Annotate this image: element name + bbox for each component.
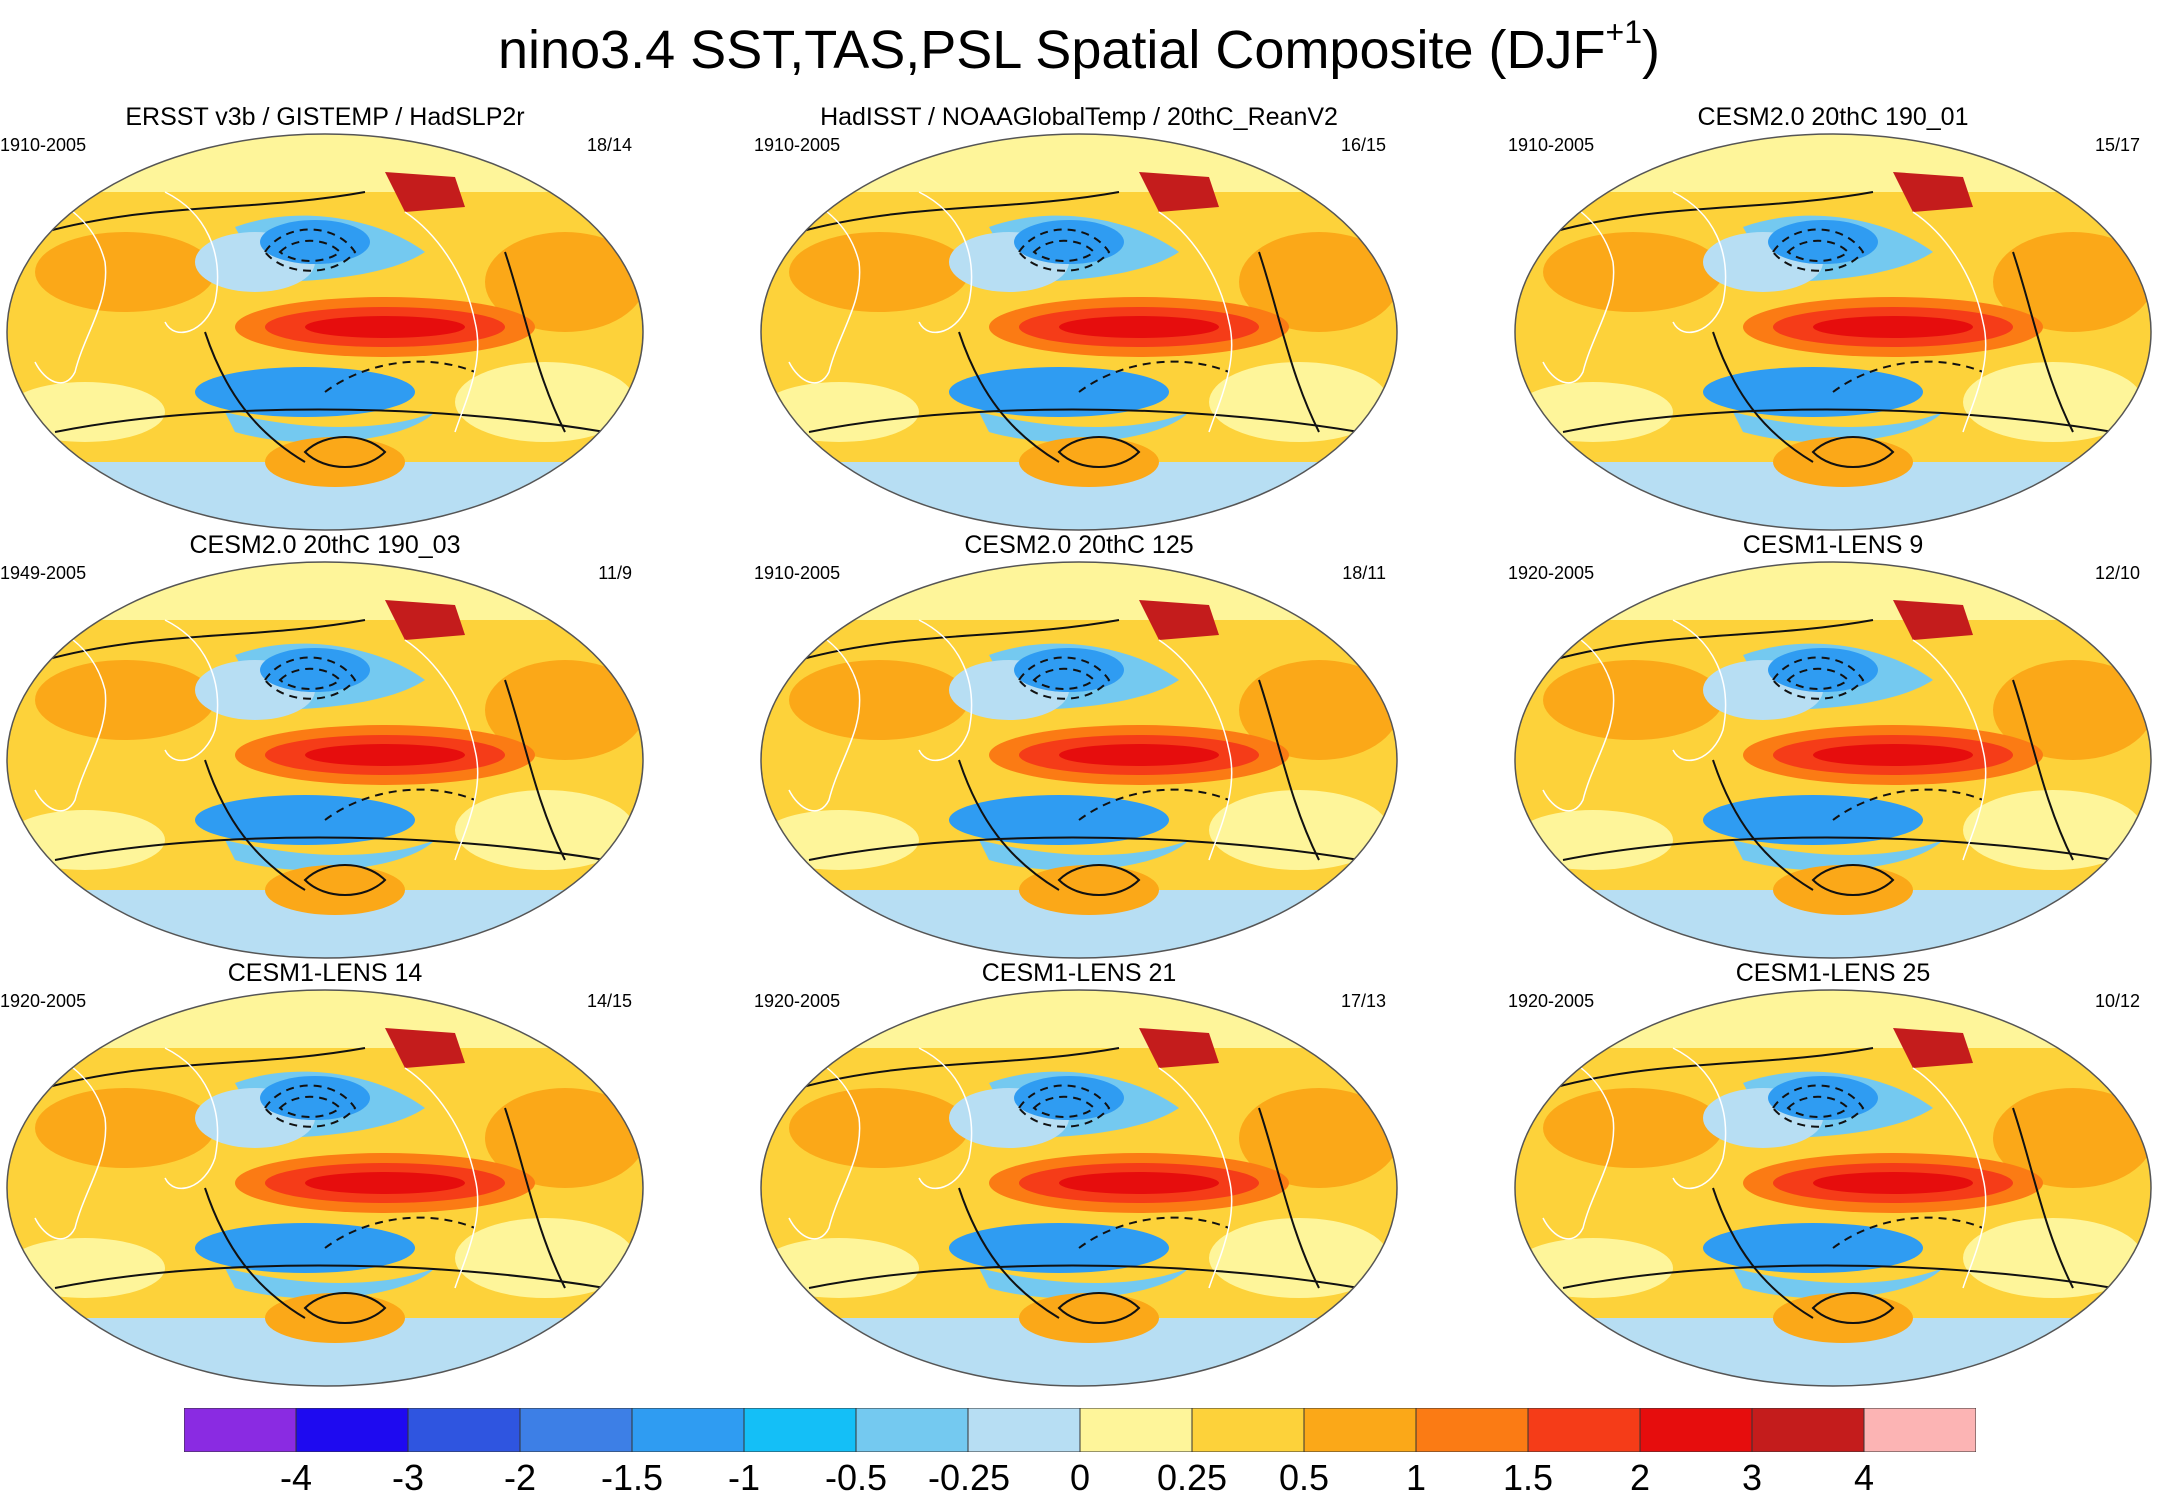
colorbar-label: 3 bbox=[1741, 1457, 1763, 1498]
panel-8: CESM1-LENS 21 1920-2005 17/13 bbox=[754, 958, 1404, 1388]
colorbar-swatch bbox=[1079, 1408, 1193, 1452]
panel-ratio: 14/15 bbox=[586, 991, 632, 1011]
colorbar-label: -0.25 bbox=[928, 1457, 1011, 1498]
panel-5: CESM2.0 20thC 125 1910-2005 18/11 bbox=[754, 530, 1404, 960]
colorbar-swatch bbox=[1751, 1408, 1865, 1452]
panel-title: CESM1-LENS 21 bbox=[981, 959, 1177, 987]
panel-ratio: 18/11 bbox=[1342, 563, 1386, 583]
composite-map bbox=[0, 988, 650, 1388]
composite-map bbox=[1508, 560, 2158, 960]
colorbar-swatch bbox=[743, 1408, 857, 1452]
panel-ratio: 11/9 bbox=[598, 563, 632, 583]
figure-title-close: ) bbox=[1641, 20, 1660, 80]
panel-title: CESM2.0 20thC 190_01 bbox=[1697, 103, 1969, 131]
panel-title: CESM2.0 20thC 125 bbox=[964, 531, 1194, 559]
colorbar-label: 0.5 bbox=[1278, 1457, 1330, 1498]
panel-period: 1920-2005 bbox=[754, 991, 841, 1011]
colorbar-swatch bbox=[407, 1408, 521, 1452]
panel-ratio: 10/12 bbox=[2094, 991, 2140, 1011]
panel-period: 1920-2005 bbox=[0, 991, 87, 1011]
panel-9: CESM1-LENS 25 1920-2005 10/12 bbox=[1508, 958, 2158, 1388]
panel-ratio: 15/17 bbox=[2094, 135, 2140, 155]
panel-title: ERSST v3b / GISTEMP / HadSLP2r bbox=[125, 103, 525, 131]
panel-period: 1910-2005 bbox=[754, 563, 841, 583]
colorbar-swatch bbox=[1527, 1408, 1641, 1452]
colorbar-swatch bbox=[1415, 1408, 1529, 1452]
panel-title: CESM1-LENS 14 bbox=[227, 959, 423, 987]
panel-2: HadISST / NOAAGlobalTemp / 20thC_ReanV2 … bbox=[754, 102, 1404, 532]
colorbar-swatch bbox=[1191, 1408, 1305, 1452]
colorbar-swatch bbox=[184, 1408, 297, 1452]
panel-period: 1949-2005 bbox=[0, 563, 87, 583]
colorbar-label: 0 bbox=[1069, 1457, 1091, 1498]
colorbar-swatch bbox=[295, 1408, 409, 1452]
colorbar-label: -4 bbox=[279, 1457, 312, 1498]
colorbar-label: 0.25 bbox=[1156, 1457, 1228, 1498]
colorbar-label: -0.5 bbox=[824, 1457, 888, 1498]
panel-4: CESM2.0 20thC 190_03 1949-2005 11/9 bbox=[0, 530, 650, 960]
panel-ratio: 12/10 bbox=[2094, 563, 2140, 583]
panel-3: CESM2.0 20thC 190_01 1910-2005 15/17 bbox=[1508, 102, 2158, 532]
colorbar bbox=[184, 1408, 1976, 1452]
colorbar-label: -2 bbox=[503, 1457, 536, 1498]
panel-6: CESM1-LENS 9 1920-2005 12/10 bbox=[1508, 530, 2158, 960]
panel-period: 1910-2005 bbox=[0, 135, 87, 155]
colorbar-label: 1 bbox=[1405, 1457, 1427, 1498]
composite-map bbox=[1508, 988, 2158, 1388]
colorbar-swatch bbox=[631, 1408, 745, 1452]
colorbar-swatch bbox=[1863, 1408, 1976, 1452]
panel-title: CESM1-LENS 9 bbox=[1742, 531, 1924, 559]
panel-title: CESM1-LENS 25 bbox=[1735, 959, 1931, 987]
colorbar-swatch bbox=[855, 1408, 969, 1452]
colorbar-label: -3 bbox=[391, 1457, 424, 1498]
composite-map bbox=[754, 988, 1404, 1388]
figure-title-text: nino3.4 SST,TAS,PSL Spatial Composite (D… bbox=[498, 20, 1606, 80]
colorbar-swatch bbox=[967, 1408, 1081, 1452]
panel-ratio: 16/15 bbox=[1340, 135, 1386, 155]
panel-period: 1910-2005 bbox=[754, 135, 841, 155]
colorbar-label: 2 bbox=[1629, 1457, 1651, 1498]
colorbar-label: -1.5 bbox=[600, 1457, 664, 1498]
composite-map bbox=[0, 132, 650, 532]
composite-map bbox=[0, 560, 650, 960]
figure-title-superscript: +1 bbox=[1605, 14, 1642, 50]
panel-period: 1920-2005 bbox=[1508, 991, 1595, 1011]
colorbar-label: -1 bbox=[727, 1457, 760, 1498]
composite-map bbox=[754, 560, 1404, 960]
panel-title: CESM2.0 20thC 190_03 bbox=[189, 531, 461, 559]
panel-1: ERSST v3b / GISTEMP / HadSLP2r 1910-2005… bbox=[0, 102, 650, 532]
panel-7: CESM1-LENS 14 1920-2005 14/15 bbox=[0, 958, 650, 1388]
panel-title: HadISST / NOAAGlobalTemp / 20thC_ReanV2 bbox=[820, 103, 1338, 131]
composite-map bbox=[754, 132, 1404, 532]
colorbar-swatch bbox=[1303, 1408, 1417, 1452]
colorbar-swatch bbox=[519, 1408, 633, 1452]
colorbar-label: 4 bbox=[1853, 1457, 1875, 1498]
panel-ratio: 17/13 bbox=[1340, 991, 1386, 1011]
colorbar-swatch bbox=[1639, 1408, 1753, 1452]
panel-ratio: 18/14 bbox=[586, 135, 632, 155]
panel-period: 1910-2005 bbox=[1508, 135, 1595, 155]
panel-period: 1920-2005 bbox=[1508, 563, 1595, 583]
composite-map bbox=[1508, 132, 2158, 532]
colorbar-label: 1.5 bbox=[1502, 1457, 1554, 1498]
figure-title: nino3.4 SST,TAS,PSL Spatial Composite (D… bbox=[0, 6, 2158, 82]
